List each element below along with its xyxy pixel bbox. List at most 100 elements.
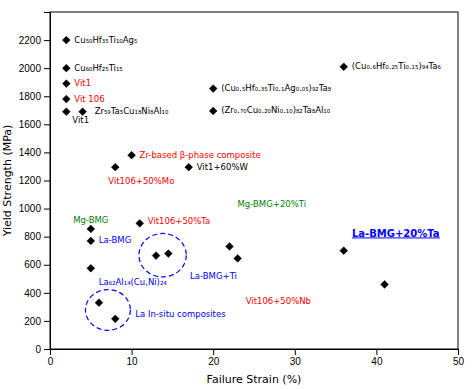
y-tick-mark xyxy=(44,181,50,182)
x-axis-line xyxy=(51,350,459,356)
point xyxy=(234,255,242,263)
ellipse xyxy=(85,290,130,331)
y-tick: 400 xyxy=(24,288,50,299)
annotation: La-BMG xyxy=(99,235,131,245)
point xyxy=(209,85,217,93)
point xyxy=(95,299,103,307)
y-tick-label: 800 xyxy=(24,231,41,242)
x-tick: 50 xyxy=(453,349,465,367)
y-tick-mark xyxy=(44,349,50,350)
y-tick-label: 1200 xyxy=(19,175,42,186)
x-tick-mark xyxy=(132,349,133,355)
chart-container: 0 10 20 30 40 50 0 200 400 600 800 1000 1200 1400 1600… xyxy=(0,0,474,389)
annotation: Vit106+50%Ta xyxy=(148,216,211,226)
plot: 0 10 20 30 40 50 0 200 400 600 800 1000 1200 1400 1600… xyxy=(1,12,464,386)
y-tick-label: 2000 xyxy=(19,63,42,74)
y-tick: 1000 xyxy=(19,203,50,214)
highlight-label: La-BMG+20%Ta xyxy=(352,228,440,239)
x-tick: 40 xyxy=(371,349,383,367)
point xyxy=(62,36,70,44)
annotation: Mg-BMG+20%Ti xyxy=(238,199,307,209)
y-tick-mark xyxy=(44,152,50,153)
y-tick-label: 1000 xyxy=(19,203,42,214)
annotation: Cu₅₀Hf₃₅Ti₁₀Ag₅ xyxy=(74,35,137,45)
annotation: Vit1 xyxy=(72,115,89,125)
y-tick-mark xyxy=(44,40,50,41)
y-tick-label: 1600 xyxy=(19,119,42,130)
annotation: La₆₂Al₁₄(Cu,Ni)₂₄ xyxy=(99,277,168,287)
point xyxy=(152,252,160,260)
x-tick-label: 20 xyxy=(208,356,220,367)
y-tick-mark xyxy=(44,265,50,266)
ellipse xyxy=(139,233,186,277)
y-tick-label: 400 xyxy=(24,288,41,299)
y-tick-mark xyxy=(44,124,50,125)
y-tick: 600 xyxy=(24,259,50,270)
x-axis: 0 10 20 30 40 50 xyxy=(48,349,465,367)
y-tick: 200 xyxy=(24,316,50,327)
y-tick-label: 2200 xyxy=(19,35,42,46)
point xyxy=(62,95,70,103)
y-axis-line xyxy=(44,13,51,350)
point xyxy=(111,163,119,171)
y-tick: 1400 xyxy=(19,147,50,158)
marks xyxy=(62,36,440,330)
point xyxy=(128,151,136,159)
point xyxy=(87,225,95,233)
y-tick-mark xyxy=(44,293,50,294)
x-tick: 0 xyxy=(48,349,54,367)
y-tick-label: 1400 xyxy=(19,147,42,158)
x-tick-label: 50 xyxy=(453,356,465,367)
x-tick-label: 30 xyxy=(290,356,302,367)
x-tick-mark xyxy=(458,349,459,355)
x-tick-label: 10 xyxy=(127,356,139,367)
annotation: Vit106+50%Mo xyxy=(108,176,174,186)
point xyxy=(209,107,217,115)
annotations: Cu₅₀Hf₃₅Ti₁₀Ag₅ Cu₆₀Hf₂₅Ti₁₅ Vit1 Vit 106 Vi… xyxy=(72,35,441,320)
x-tick-mark xyxy=(295,349,296,355)
y-axis-title: Yield Strength (MPa) xyxy=(1,125,14,238)
annotation: Zr-based β-phase composite xyxy=(140,150,261,160)
y-tick-label: 1800 xyxy=(19,91,42,102)
y-tick-label: 200 xyxy=(24,316,41,327)
point xyxy=(87,264,95,272)
x-tick-mark xyxy=(376,349,377,355)
y-axis: 0 200 400 600 800 1000 1200 1400 1600 1800 2000 220… xyxy=(19,13,51,355)
annotation: Mg-BMG xyxy=(73,215,108,225)
annotation: Vit1+60%W xyxy=(197,162,249,172)
y-tick-label: 600 xyxy=(24,259,41,270)
x-tick-mark xyxy=(213,349,214,355)
annotation: La-BMG+Ti xyxy=(190,271,237,281)
x-tick: 30 xyxy=(290,349,302,367)
annotation: Cu₆₀Hf₂₅Ti₁₅ xyxy=(74,63,122,73)
y-tick: 1800 xyxy=(19,91,50,102)
point xyxy=(226,243,234,251)
point xyxy=(62,80,70,88)
point xyxy=(136,219,144,227)
x-tick-label: 0 xyxy=(48,356,54,367)
annotation: La In-situ composites xyxy=(135,309,226,319)
annotation: (Zr₀.₇₀Cu₀.₂₀Ni₀.₁₀)₈₂Ta₈Al₁₀ xyxy=(221,105,331,115)
point xyxy=(340,63,348,71)
point xyxy=(164,250,172,258)
annotation: Zr₅₉Ta₅Cu₁₈Ni₈Al₁₀ xyxy=(95,106,169,116)
annotation: Vit106+50%Nb xyxy=(246,296,311,306)
point xyxy=(381,281,389,289)
point xyxy=(87,237,95,245)
y-tick-mark xyxy=(44,68,50,69)
point xyxy=(111,315,119,323)
point xyxy=(185,163,193,171)
annotation: Vit 106 xyxy=(74,94,104,104)
y-tick: 0 xyxy=(35,344,50,355)
annotation: (Cu₀.₅Hf₀.₃₅Ti₀.₁Ag₀.₀₅)₉₂Ta₈ xyxy=(221,83,332,93)
x-tick: 10 xyxy=(127,349,139,367)
x-tick-label: 40 xyxy=(371,356,383,367)
x-axis-title: Failure Strain (%) xyxy=(207,373,302,386)
y-tick-mark xyxy=(44,96,50,97)
y-tick-mark xyxy=(44,321,50,322)
y-tick-mark xyxy=(44,237,50,238)
annotation: Vit1 xyxy=(74,78,91,88)
y-tick: 2200 xyxy=(19,35,50,46)
y-tick: 1600 xyxy=(19,119,50,130)
plot-frame xyxy=(50,12,458,349)
